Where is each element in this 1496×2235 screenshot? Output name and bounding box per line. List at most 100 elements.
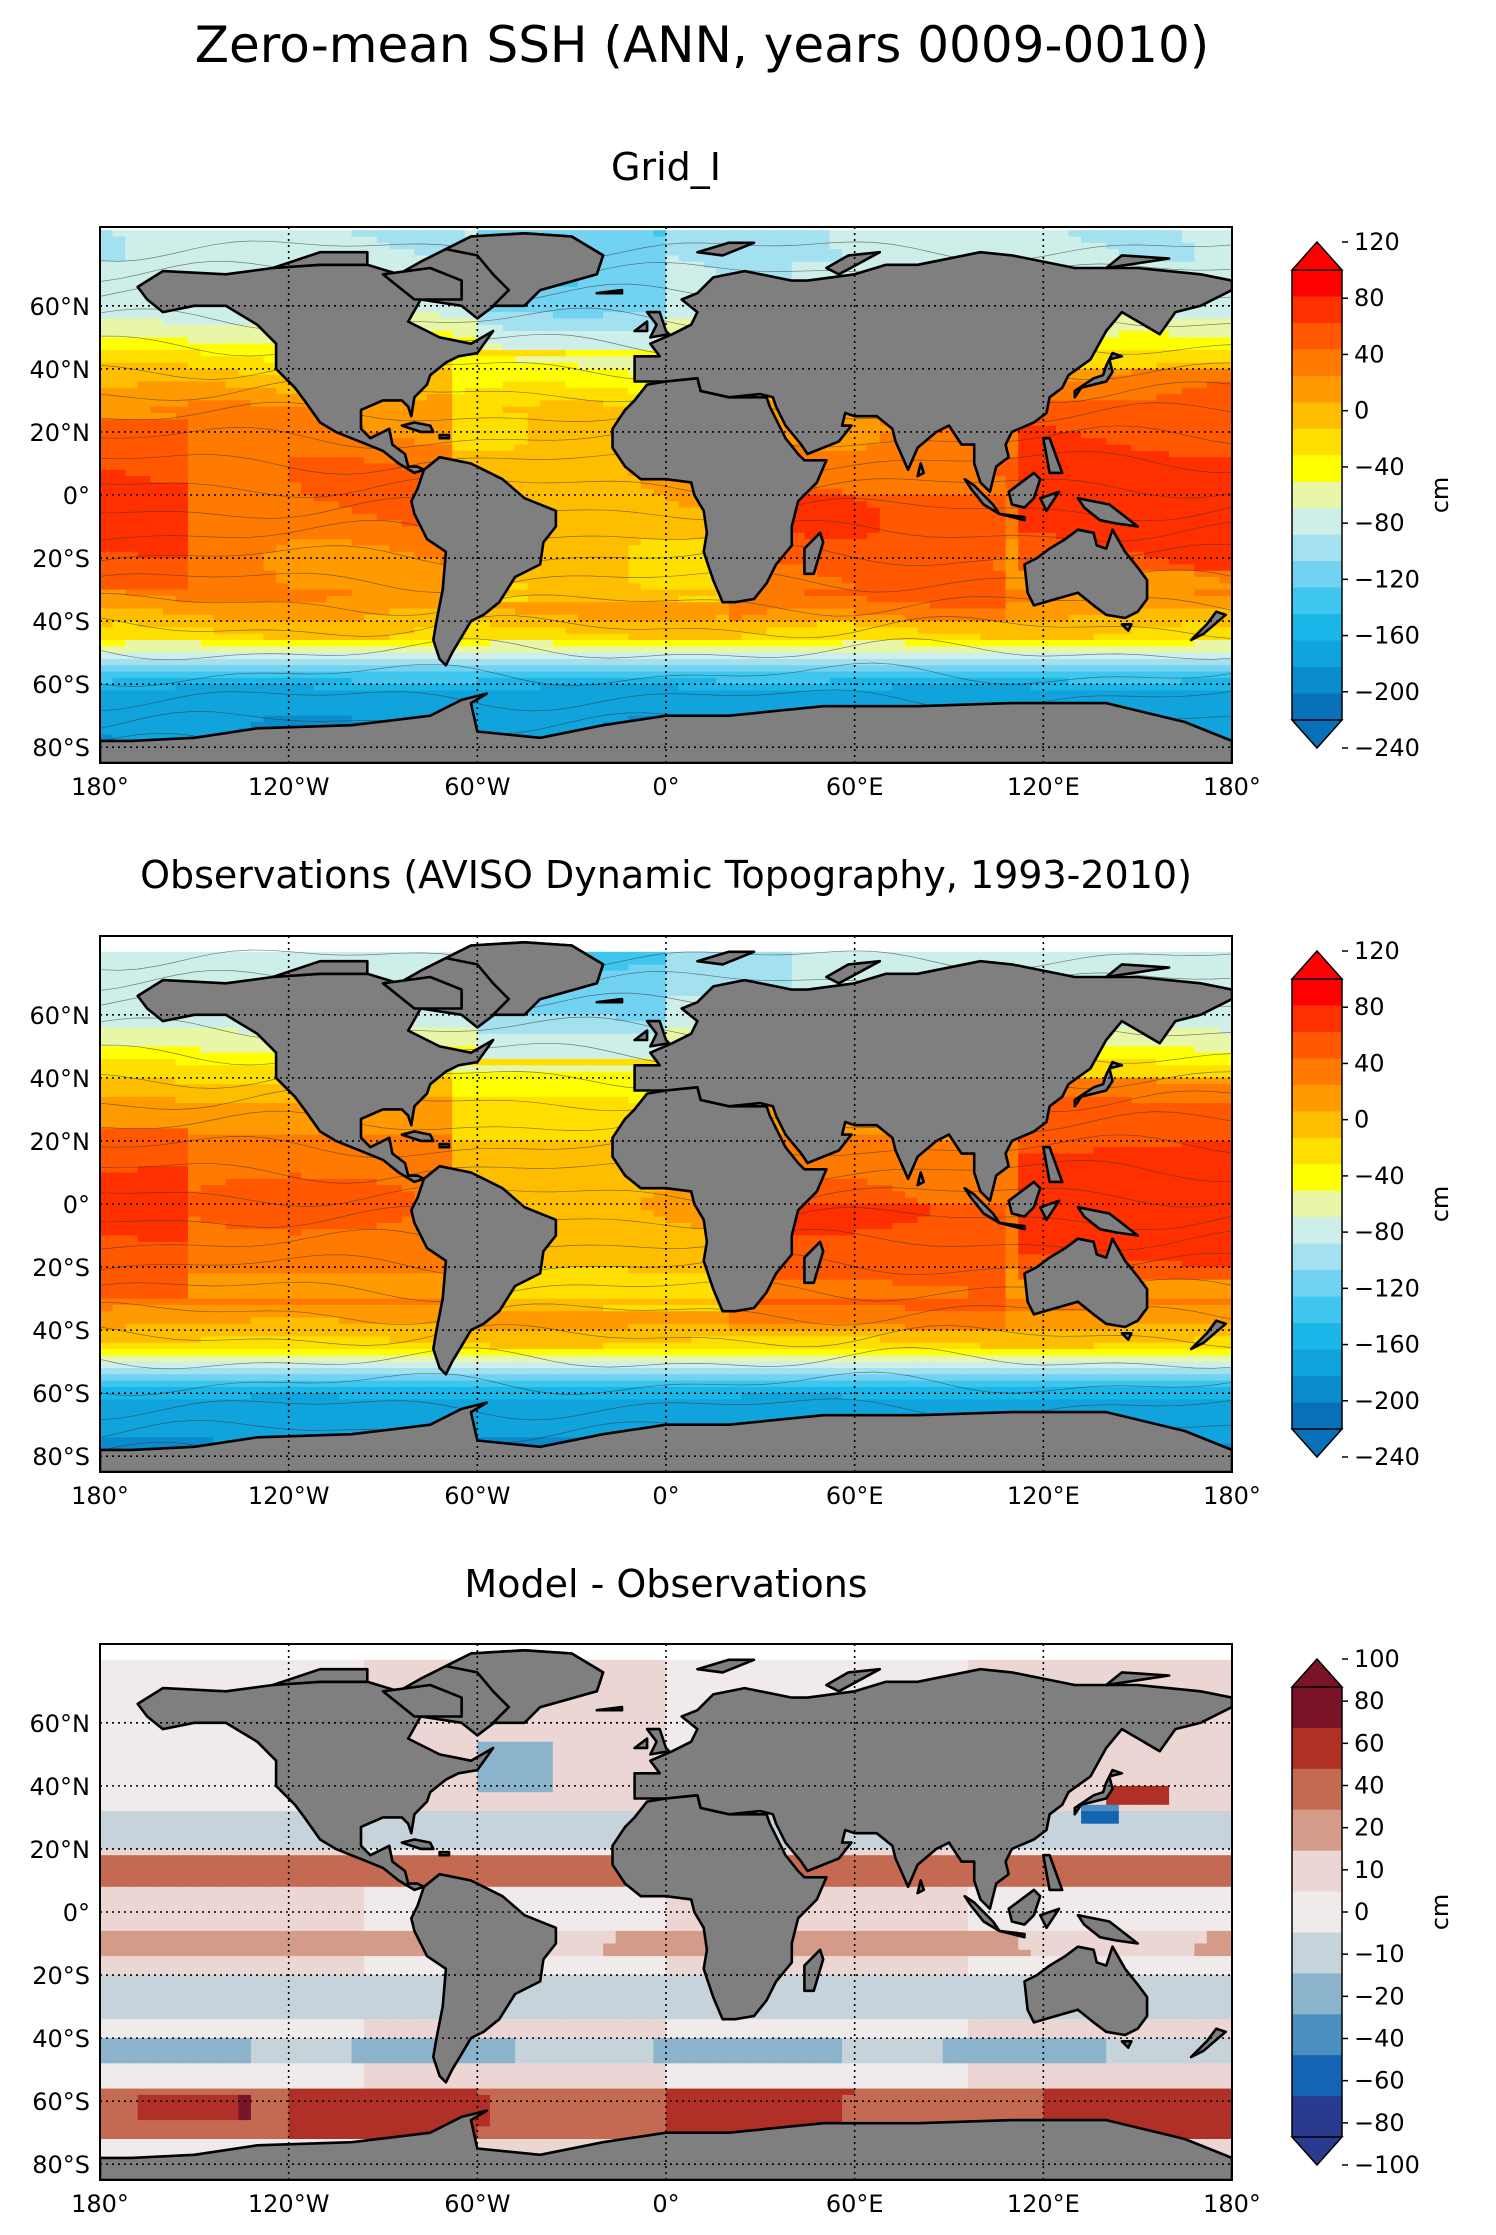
colorbar-segment [1292,1402,1342,1430]
colorbar-segment [1292,2096,1342,2138]
colorbar-tick-label: −60 [1354,2067,1405,2095]
colorbar-segment [1292,2055,1342,2097]
colorbar-tick-label: −100 [1354,2151,1420,2179]
colorbar-segment [1292,322,1342,350]
panel-title: Grid_I [611,145,721,189]
colorbar-segment [1292,1111,1342,1139]
colorbar-tick-label: −80 [1354,1218,1405,1246]
x-tick-label: 180° [71,773,129,801]
colorbar-tick-label: 40 [1354,340,1385,368]
colorbar-tick-label: 40 [1354,1049,1385,1077]
y-tick-label: 40°S [32,1317,90,1345]
map-frame [99,226,1233,764]
y-tick-label: 80°S [32,2151,90,2179]
colorbar-segment [1292,349,1342,377]
colorbar-segment [1292,561,1342,589]
colorbar-segment [1292,270,1342,297]
x-tick-label: 60°W [444,2190,510,2218]
colorbar-segment [1292,1932,1342,1974]
x-tick-label: 60°W [444,773,510,801]
colorbar-tick-label: −160 [1354,1331,1420,1359]
colorbar-tick-label: −240 [1354,734,1420,762]
y-tick-label: 20°N [30,419,91,447]
colorbar-tick-label: −120 [1354,1274,1420,1302]
colorbar-segment [1292,1005,1342,1033]
panel-3: Model - Observations 180° 120°W 60°W 0° 60°E 1… [30,1562,1455,2218]
colorbar-segment [1292,1217,1342,1245]
y-tick-label: 80°S [32,734,90,762]
colorbar-segment [1292,481,1342,509]
y-tick-label: 60°N [30,293,91,321]
x-tick-label: 120°E [1007,1482,1080,1510]
x-tick-label: 120°E [1007,773,1080,801]
colorbar-segment [1292,1376,1342,1404]
colorbar-tick-label: −40 [1354,2025,1405,2053]
colorbar-segment [1292,1084,1342,1112]
land-masses [100,232,1232,763]
y-tick-label: 20°N [30,1128,91,1156]
x-tick-label: 120°W [248,2190,330,2218]
y-tick-label: 60°N [30,1002,91,1030]
colorbar-segment [1292,614,1342,642]
map-frame [99,935,1233,1473]
colorbar-segment [1292,296,1342,324]
colorbar-tick-label: −200 [1354,678,1420,706]
x-tick-label: 0° [652,1482,679,1510]
x-tick-label: 60°E [826,773,884,801]
colorbar-segment [1292,1058,1342,1086]
colorbar-segment [1292,640,1342,668]
colorbar-extend-max [1290,240,1344,271]
colorbar-tick-label: 120 [1354,937,1400,965]
y-tick-label: 40°N [30,1773,91,1801]
y-tick-label: 60°S [32,671,90,699]
y-tick-label: 40°N [30,1065,91,1093]
colorbar-tick-label: −20 [1354,1982,1405,2010]
colorbar-segment [1292,1296,1342,1324]
colorbar-segment [1292,1727,1342,1770]
gridlines [100,1644,1232,2180]
gridlines [100,227,1232,763]
colorbar-tick-label: 80 [1354,1687,1385,1715]
colorbar-segment [1292,1164,1342,1192]
y-tick-label: 60°S [32,2088,90,2116]
x-tick-label: 120°E [1007,2190,1080,2218]
x-tick-label: 180° [1203,773,1261,801]
colorbar-tick-label: 60 [1354,1729,1385,1757]
panel-2: Observations (AVISO Dynamic Topography, … [30,853,1455,1510]
x-tick-label: 60°W [444,1482,510,1510]
colorbar-segment [1292,534,1342,562]
colorbar-segment [1292,1809,1342,1852]
colorbar-segment [1292,2014,1342,2056]
y-tick-label: 60°S [32,1380,90,1408]
colorbar-segment [1292,428,1342,456]
colorbar-segment [1292,455,1342,483]
x-tick-label: 0° [652,2190,679,2218]
colorbar-segment [1292,1768,1342,1811]
y-tick-label: 60°N [30,1710,91,1738]
colorbar-extend-max [1290,1657,1344,1688]
panel-1: Grid_I 180° 120°W 60°W 0° 60°E 120°E 180° 60°N 40… [30,145,1455,801]
y-tick-label: 20°S [32,1254,90,1282]
colorbar-extend-min [1290,2136,1344,2167]
colorbar-tick-label: −160 [1354,622,1420,650]
colorbar-tick-label: 40 [1354,1772,1385,1800]
colorbar-extend-max [1290,949,1344,980]
colorbar-segment [1292,693,1342,721]
colorbar-segment [1292,1323,1342,1351]
colorbar-tick-label: −40 [1354,453,1405,481]
colorbar-extend-min [1290,719,1344,750]
y-tick-label: 40°S [32,2025,90,2053]
colorbar-tick-label: −240 [1354,1443,1420,1471]
colorbar-segment [1292,402,1342,430]
y-tick-label: 20°S [32,545,90,573]
colorbar-unit-label: cm [1426,477,1454,514]
colorbar-segment [1292,1031,1342,1059]
x-tick-label: 120°W [248,773,330,801]
colorbar-segment [1292,587,1342,615]
colorbar-tick-label: −80 [1354,2109,1405,2137]
colorbar-tick-label: −80 [1354,509,1405,537]
colorbar-segment [1292,1850,1342,1892]
land-masses [100,1649,1232,2180]
